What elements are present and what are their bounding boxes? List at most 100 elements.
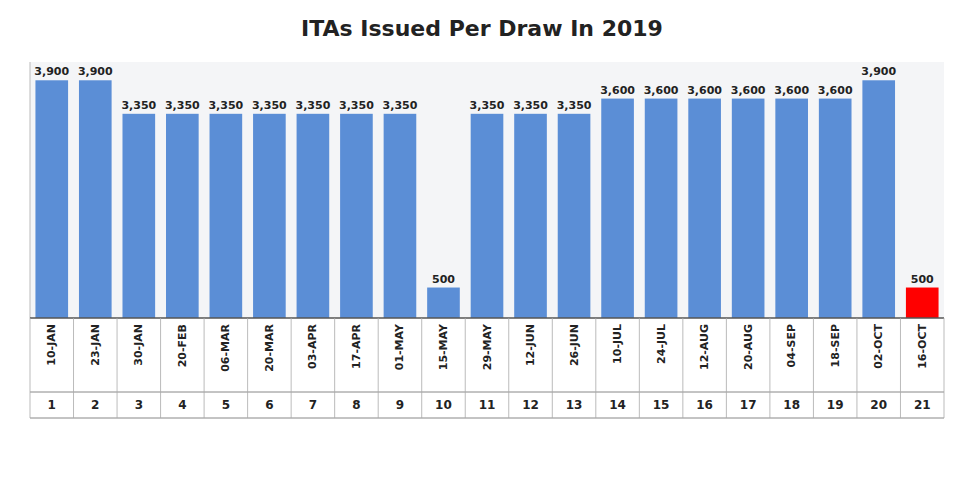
bars [35, 80, 938, 318]
draw-number: 1 [48, 398, 56, 412]
data-label: 3,350 [208, 99, 243, 112]
draw-number: 21 [914, 398, 931, 412]
data-label: 3,350 [383, 99, 418, 112]
data-label: 3,600 [687, 84, 722, 97]
bar [775, 99, 808, 318]
data-label: 500 [911, 273, 934, 286]
column-separator [900, 318, 901, 418]
x-axis-line [30, 317, 944, 319]
column-separator [769, 318, 770, 418]
data-label: 500 [432, 273, 455, 286]
x-tick-label: 20-MAR [263, 323, 276, 371]
column-separator [73, 318, 74, 418]
x-tick-label: 20-FEB [176, 324, 189, 367]
data-label: 3,350 [513, 99, 548, 112]
draw-number: 8 [352, 398, 360, 412]
data-label: 3,900 [861, 65, 896, 78]
column-separator [465, 318, 466, 418]
y-axis-line [30, 62, 31, 318]
column-separator [160, 318, 161, 418]
draw-number: 13 [566, 398, 583, 412]
x-tick-label: 16-OCT [916, 324, 929, 369]
x-tick-label: 20-AUG [742, 324, 755, 370]
x-tick-label: 02-OCT [872, 324, 885, 369]
x-tick-label: 15-MAY [437, 323, 450, 370]
column-separator [117, 318, 118, 418]
bar [79, 80, 112, 318]
data-label: 3,600 [818, 84, 853, 97]
bar [645, 99, 678, 318]
data-label: 3,350 [252, 99, 287, 112]
x-tick-label: 17-APR [350, 323, 363, 368]
x-tick-label: 29-MAY [481, 323, 494, 370]
draw-number: 3 [135, 398, 143, 412]
bar [688, 99, 721, 318]
column-separator [378, 318, 379, 418]
column-separator [813, 318, 814, 418]
data-label: 3,350 [557, 99, 592, 112]
x-tick-label: 10-JAN [45, 324, 58, 366]
x-tick-label: 24-JUL [655, 324, 668, 364]
bar [514, 114, 547, 318]
bar [862, 80, 895, 318]
draw-number: 14 [609, 398, 626, 412]
column-separator [682, 318, 683, 418]
draw-number: 20 [870, 398, 887, 412]
x-tick-label: 10-JUL [611, 324, 624, 364]
draw-number: 7 [309, 398, 317, 412]
data-label: 3,350 [165, 99, 200, 112]
column-separator [595, 318, 596, 418]
x-tick-label: 06-MAR [219, 323, 232, 371]
draw-number: 15 [653, 398, 670, 412]
data-label: 3,350 [470, 99, 505, 112]
data-label: 3,900 [34, 65, 69, 78]
bar [210, 114, 243, 318]
column-separator [247, 318, 248, 418]
x-tick-label: 01-MAY [393, 323, 406, 370]
draw-number: 9 [396, 398, 404, 412]
bar [166, 114, 199, 318]
data-label: 3,600 [644, 84, 679, 97]
bar [819, 99, 852, 318]
x-tick-label: 04-SEP [785, 324, 798, 367]
x-tick-label: 30-JAN [132, 324, 145, 366]
chart: ITAs Issued Per Draw In 2019 3,900 3,900 3,… [0, 0, 964, 483]
data-label: 3,350 [121, 99, 156, 112]
bar [297, 114, 330, 318]
data-label: 3,350 [339, 99, 374, 112]
x-tick-label: 26-JUN [568, 324, 581, 366]
column-separator [334, 318, 335, 418]
column-separator [204, 318, 205, 418]
x-tick-label: 03-APR [306, 323, 319, 368]
bar [384, 114, 417, 318]
column-separator [856, 318, 857, 418]
column-separator [639, 318, 640, 418]
bar [601, 99, 634, 318]
column-separator [421, 318, 422, 418]
plot-background [30, 62, 944, 318]
draw-number: 17 [740, 398, 757, 412]
row-separator [30, 418, 944, 419]
draw-number: 19 [827, 398, 844, 412]
bar [558, 114, 591, 318]
x-tick-label: 18-SEP [829, 324, 842, 367]
draw-number: 11 [479, 398, 496, 412]
draw-number: 12 [522, 398, 539, 412]
bar [122, 114, 155, 318]
row-separator [30, 392, 944, 393]
column-separator [291, 318, 292, 418]
draw-number: 16 [696, 398, 713, 412]
bar [427, 288, 460, 318]
column-separator [726, 318, 727, 418]
draw-number: 18 [783, 398, 800, 412]
bar [35, 80, 68, 318]
x-tick-label: 12-JUN [524, 324, 537, 366]
bar [340, 114, 373, 318]
bar [471, 114, 504, 318]
title: ITAs Issued Per Draw In 2019 [301, 16, 663, 41]
draw-number: 10 [435, 398, 452, 412]
data-label: 3,600 [774, 84, 809, 97]
data-label: 3,350 [296, 99, 331, 112]
data-label: 3,600 [600, 84, 635, 97]
x-tick-label: 23-JAN [89, 324, 102, 366]
